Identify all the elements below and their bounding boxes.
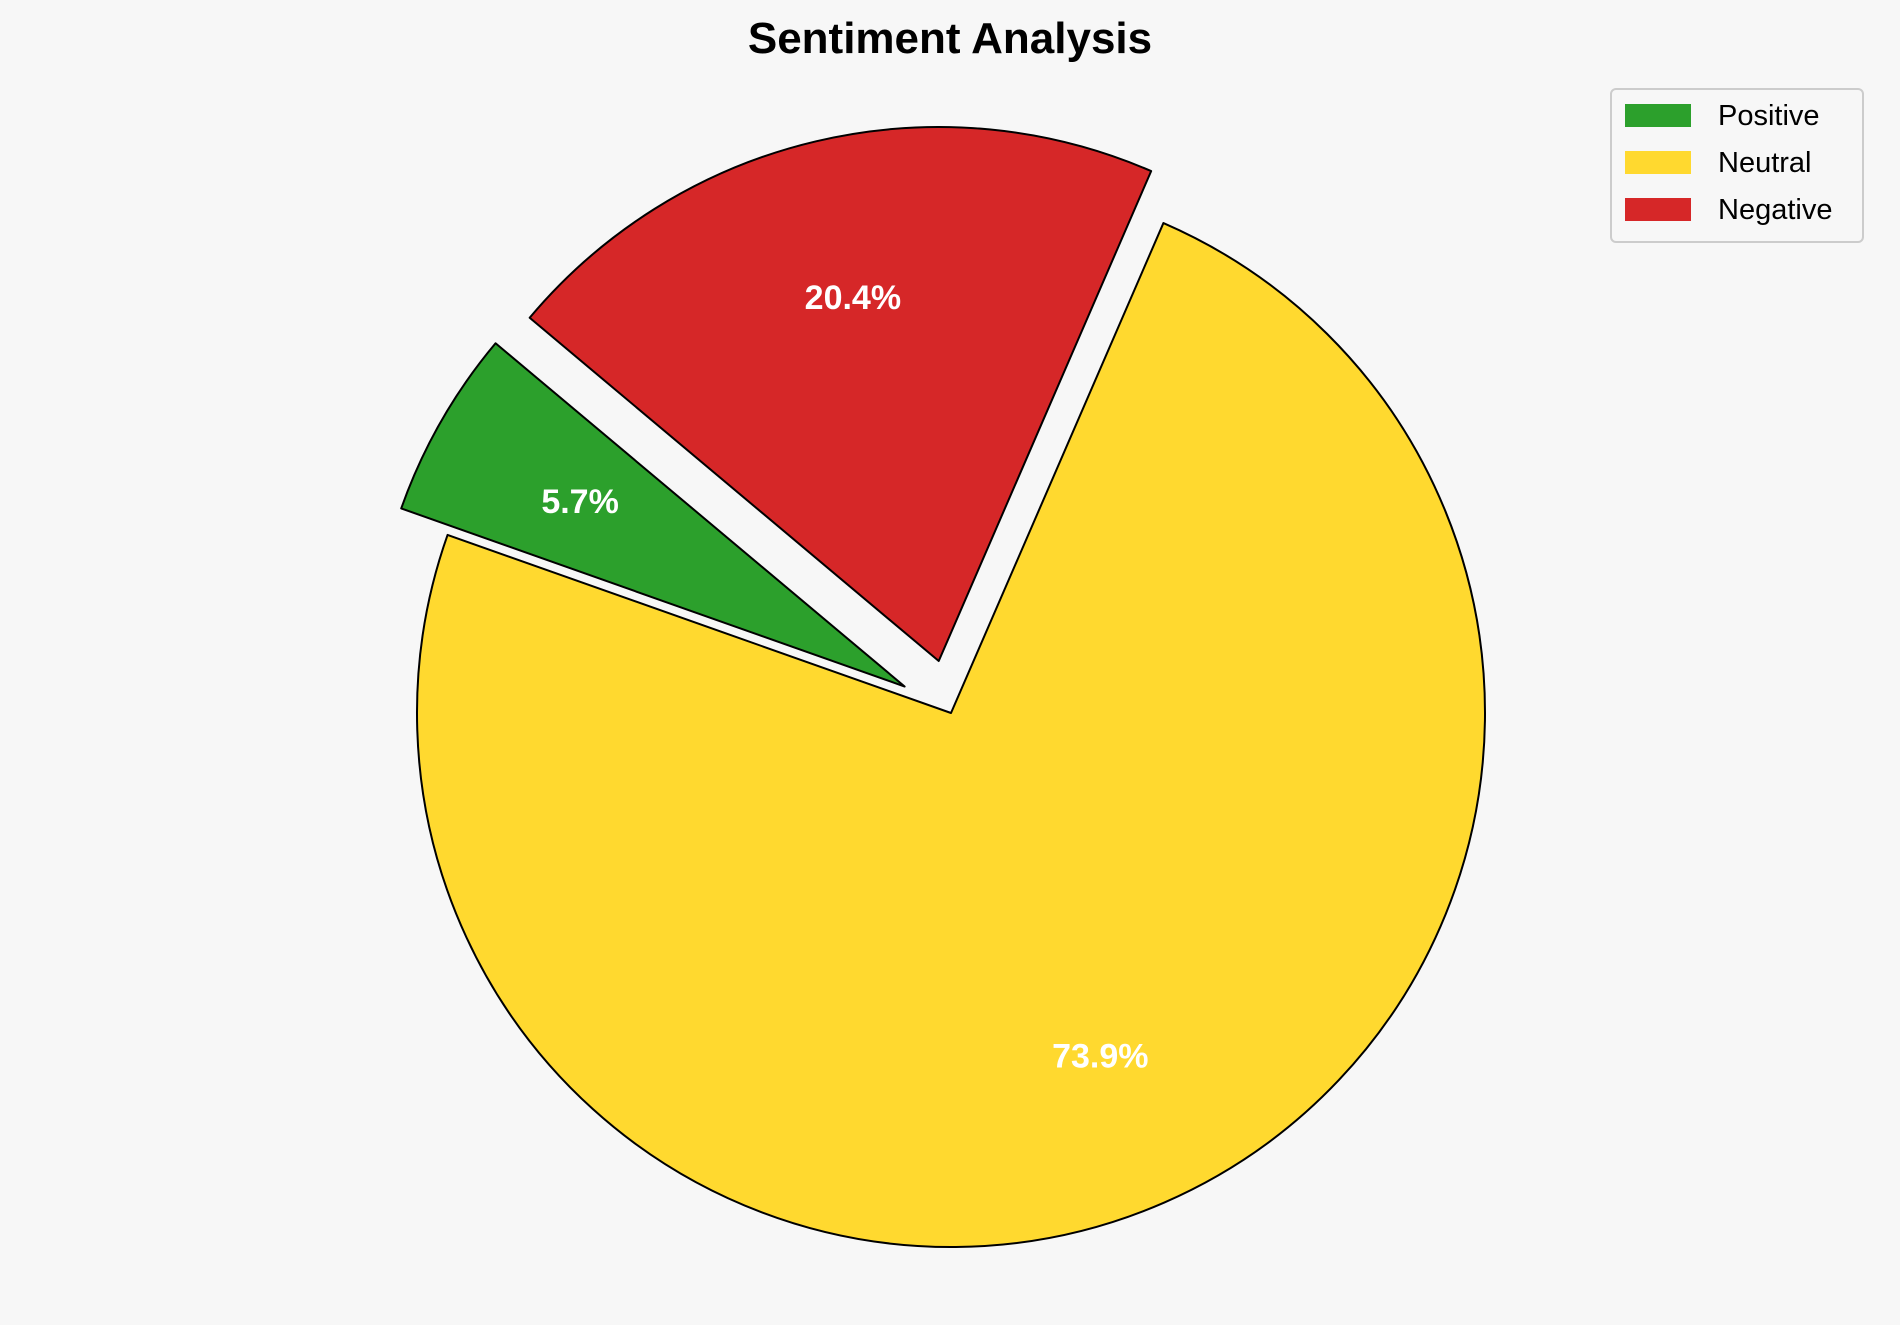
- legend-label: Neutral: [1718, 147, 1812, 179]
- wedge-neutral: [416, 222, 1486, 1248]
- legend-item-positive: Positive: [1625, 100, 1820, 132]
- wedge-positive: [400, 342, 906, 688]
- wedge-negative: [528, 126, 1153, 663]
- pie-wedges: [400, 126, 1486, 1248]
- pie-labels: 5.7% 73.9% 20.4%: [541, 279, 1148, 1075]
- data-label-positive: 5.7%: [541, 483, 619, 521]
- legend-swatch: [1625, 151, 1691, 174]
- legend-label: Negative: [1718, 194, 1832, 226]
- legend-item-neutral: Neutral: [1625, 147, 1812, 179]
- chart-title: Sentiment Analysis: [748, 14, 1152, 63]
- legend-swatch: [1625, 198, 1691, 221]
- data-label-negative: 20.4%: [805, 279, 901, 317]
- legend-label: Positive: [1718, 100, 1820, 132]
- data-label-neutral: 73.9%: [1052, 1038, 1148, 1076]
- legend-swatch: [1625, 104, 1691, 127]
- legend-item-negative: Negative: [1625, 194, 1832, 226]
- legend: Positive Neutral Negative: [1610, 88, 1864, 243]
